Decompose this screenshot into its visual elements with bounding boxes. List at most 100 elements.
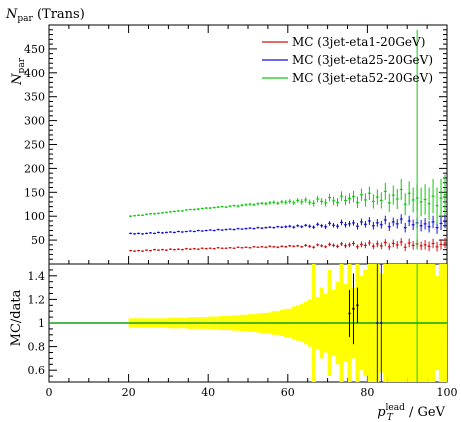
main-point: [408, 192, 411, 195]
main-point: [432, 195, 434, 198]
main-point: [388, 225, 391, 228]
main-point: [177, 230, 180, 233]
main-point: [149, 212, 152, 215]
main-point: [161, 248, 164, 251]
main-point: [284, 225, 287, 228]
main-point: [209, 229, 212, 231]
main-point: [185, 247, 188, 250]
main-point: [320, 244, 323, 247]
ratio-ytick-label: 1.2: [28, 293, 46, 306]
main-point: [300, 225, 303, 228]
main-point: [233, 228, 235, 231]
main-point: [324, 225, 327, 228]
main-point: [404, 226, 407, 229]
main-point: [316, 243, 319, 246]
main-point: [440, 222, 442, 225]
main-point: [137, 232, 140, 235]
main-point: [380, 223, 383, 226]
main-point: [380, 244, 383, 247]
main-point: [177, 248, 180, 251]
main-point: [189, 248, 192, 251]
main-point: [213, 247, 216, 250]
main-point: [276, 246, 279, 249]
main-point: [165, 211, 168, 214]
main-point: [272, 201, 275, 204]
main-point: [245, 227, 247, 230]
main-point: [328, 222, 331, 225]
main-ytick-label: 100: [24, 210, 45, 223]
main-point: [328, 243, 331, 246]
main-point: [149, 232, 152, 234]
main-point: [424, 222, 427, 225]
main-point: [292, 201, 295, 204]
main-point: [257, 246, 259, 249]
main-point: [197, 248, 200, 251]
main-point: [400, 188, 403, 191]
main-point: [189, 230, 192, 232]
main-point: [177, 210, 180, 212]
main-point: [217, 206, 220, 209]
main-point: [153, 212, 156, 215]
main-point: [284, 201, 287, 204]
ratio-point: [348, 312, 351, 315]
main-ytick-label: 200: [24, 162, 45, 175]
main-point: [420, 200, 423, 203]
main-point: [193, 230, 196, 233]
x-axis-label-sub: T: [387, 413, 394, 422]
main-point: [272, 245, 275, 248]
chart-title: Npar (Trans): [5, 7, 85, 24]
main-point: [169, 248, 172, 251]
main-point: [272, 226, 275, 229]
main-point: [404, 246, 407, 249]
main-point: [129, 232, 132, 235]
main-point: [213, 206, 216, 209]
main-point: [412, 244, 415, 247]
ratio-ytick-label: 0.8: [28, 341, 46, 354]
main-point: [169, 231, 172, 233]
main-point: [364, 199, 367, 201]
main-point: [161, 232, 164, 234]
main-point: [368, 242, 371, 244]
main-point: [336, 225, 339, 228]
main-point: [428, 202, 430, 205]
ratio-xtick-label: 40: [201, 386, 215, 399]
main-point: [261, 202, 263, 205]
main-point: [157, 249, 160, 252]
main-point: [209, 247, 212, 250]
main-point: [420, 244, 423, 247]
main-point: [296, 199, 299, 202]
main-point: [408, 242, 411, 244]
main-point: [153, 232, 156, 235]
main-point: [444, 220, 446, 223]
main-ylabel: Npar: [10, 57, 27, 86]
main-point: [352, 221, 355, 224]
main-point: [412, 223, 415, 226]
legend-label-eta25: MC (3jet-eta25-20GeV): [292, 53, 433, 67]
main-point: [181, 231, 184, 233]
main-point: [440, 197, 442, 199]
main-point: [205, 247, 208, 250]
main-point: [201, 207, 204, 210]
main-point: [229, 228, 231, 231]
main-point: [356, 201, 359, 204]
main-point: [304, 244, 307, 247]
main-point: [221, 247, 224, 250]
main-point: [205, 229, 208, 232]
main-point: [396, 243, 399, 246]
main-point: [145, 213, 148, 216]
main-point: [217, 228, 220, 231]
main-point: [237, 227, 239, 230]
main-point: [324, 245, 327, 248]
main-point: [444, 193, 446, 196]
main-ytick-label: 150: [24, 186, 45, 199]
main-point: [384, 219, 387, 221]
ratio-point: [376, 321, 379, 325]
x-axis-label: plead T / GeV: [377, 403, 445, 422]
main-point: [404, 203, 407, 206]
main-point: [137, 214, 140, 217]
main-point: [193, 247, 196, 250]
main-point: [249, 203, 251, 206]
main-point: [137, 249, 140, 252]
main-point: [217, 246, 220, 249]
